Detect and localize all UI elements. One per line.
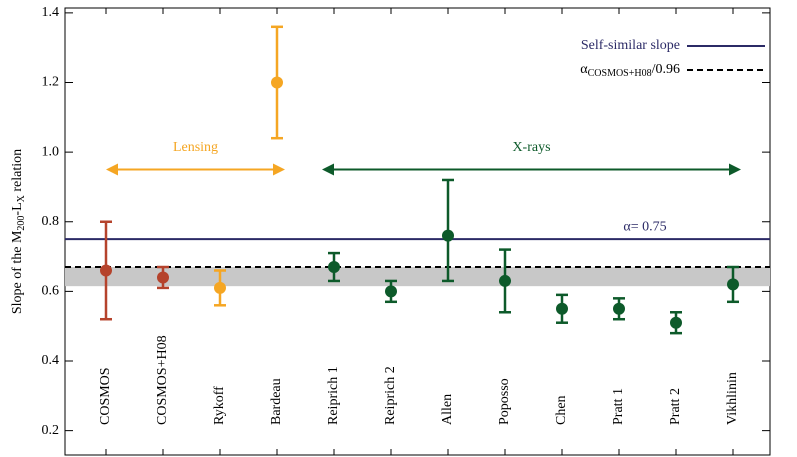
label-part: Slope of the M — [10, 230, 25, 314]
subscript: X — [16, 194, 27, 202]
data-point — [670, 316, 682, 329]
x-tick-label: Allen — [440, 394, 455, 425]
x-tick-label: Pratt 2 — [668, 388, 683, 425]
data-point — [100, 264, 112, 277]
x-tick-label: Vikhlinin — [725, 372, 740, 425]
annotation: α= 0.75 — [623, 219, 666, 234]
label-part: relation — [10, 149, 25, 195]
x-tick-label: Bardeau — [269, 378, 284, 425]
data-point — [556, 302, 568, 315]
shaded-band — [65, 267, 770, 287]
legend-part: α — [580, 62, 588, 77]
x-tick-label: Rykoff — [212, 386, 227, 425]
group-label: Lensing — [173, 140, 218, 155]
data-point — [499, 274, 511, 287]
x-tick-label: Poposso — [497, 378, 512, 425]
data-point — [385, 285, 397, 298]
arrow-head — [273, 163, 285, 176]
y-tick-label: 0.4 — [42, 353, 60, 368]
data-point — [727, 278, 739, 291]
data-point — [328, 261, 340, 274]
y-tick-label: 0.2 — [42, 423, 60, 438]
y-tick-label: 0.6 — [42, 284, 60, 299]
y-tick-label: 1.0 — [42, 144, 60, 159]
label-part: -L — [10, 202, 25, 215]
x-tick-label: Pratt 1 — [611, 388, 626, 425]
subscript: COSMOS+H08 — [588, 68, 652, 79]
group-label: X-rays — [512, 140, 550, 155]
data-point — [157, 271, 169, 284]
y-tick-label: 0.8 — [42, 214, 60, 229]
data-point — [214, 281, 226, 294]
data-point — [613, 302, 625, 315]
data-point — [442, 229, 454, 242]
x-tick-label: COSMOS — [98, 367, 113, 425]
x-tick-label: COSMOS+H08 — [155, 335, 170, 425]
arrow-head — [729, 163, 741, 176]
legend-label: Self-similar slope — [581, 38, 680, 53]
x-tick-label: Reiprich 2 — [383, 366, 398, 425]
plot-frame — [64, 7, 771, 456]
subscript: 200 — [16, 216, 27, 231]
data-point — [271, 76, 283, 89]
y-tick-label: 1.2 — [42, 75, 60, 90]
legend-part: /0.96 — [652, 62, 680, 77]
x-tick-label: Chen — [554, 395, 569, 425]
y-axis-label: Slope of the M200-LX relation — [10, 149, 27, 314]
legend-label: αCOSMOS+H08/0.96 — [580, 62, 680, 79]
y-tick-label: 1.4 — [42, 5, 60, 20]
arrow-head — [106, 163, 118, 176]
arrow-head — [322, 163, 334, 176]
x-tick-label: Reiprich 1 — [326, 366, 341, 425]
